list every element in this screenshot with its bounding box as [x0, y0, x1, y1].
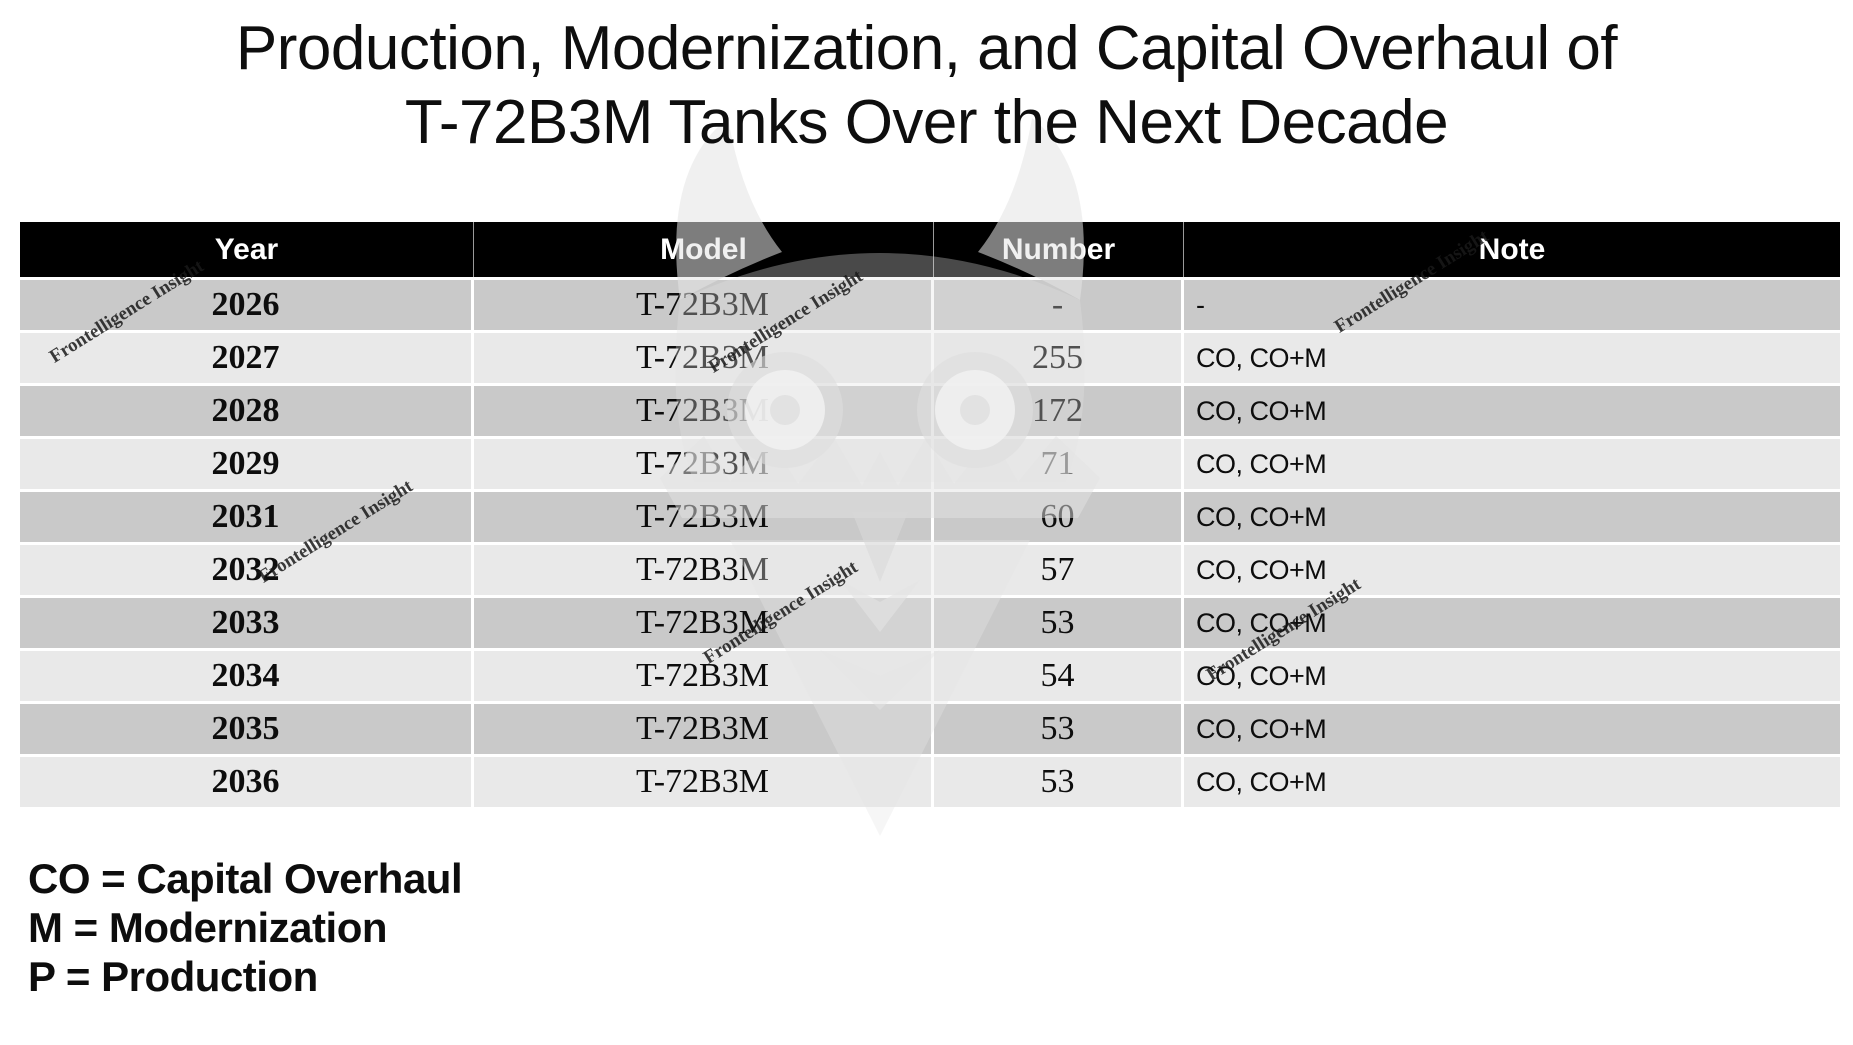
cell-number: 60 [934, 492, 1184, 542]
column-header-model: Model [474, 222, 934, 277]
table-row: 2027 T-72B3M 255 CO, CO+M [20, 333, 1840, 386]
cell-year: 2033 [20, 598, 474, 648]
cell-number: 172 [934, 386, 1184, 436]
cell-number: 255 [934, 333, 1184, 383]
cell-year: 2026 [20, 280, 474, 330]
cell-note: - [1196, 290, 1205, 320]
cell-model: T-72B3M [474, 386, 934, 436]
title-line-2: T-72B3M Tanks Over the Next Decade [404, 88, 1449, 157]
cell-number: 54 [934, 651, 1184, 701]
cell-model: T-72B3M [474, 492, 934, 542]
legend: CO = Capital Overhaul M = Modernization … [28, 854, 463, 1001]
cell-model: T-72B3M [474, 545, 934, 595]
table-row: 2033 T-72B3M 53 CO, CO+M [20, 598, 1840, 651]
cell-year: 2031 [20, 492, 474, 542]
cell-year: 2028 [20, 386, 474, 436]
cell-number: 53 [934, 757, 1184, 807]
cell-model: T-72B3M [474, 704, 934, 754]
table-body: 2026 T-72B3M - -2027 T-72B3M 255 CO, CO+M 2028 T… [20, 280, 1840, 810]
column-header-year: Year [20, 222, 474, 277]
table-header-row: Year Model Number Note [20, 222, 1840, 280]
cell-note: CO, CO+M [1196, 608, 1327, 638]
table-row: 2031 T-72B3M 60 CO, CO+M [20, 492, 1840, 545]
table-row: 2026 T-72B3M - - [20, 280, 1840, 333]
cell-note: CO, CO+M [1196, 449, 1327, 479]
table-row: 2034 T-72B3M 54 CO, CO+M [20, 651, 1840, 704]
column-header-number: Number [934, 222, 1184, 277]
table-row: 2035 T-72B3M 53 CO, CO+M [20, 704, 1840, 757]
cell-note: CO, CO+M [1196, 714, 1327, 744]
cell-model: T-72B3M [474, 280, 934, 330]
table-row: 2028 T-72B3M 172 CO, CO+M [20, 386, 1840, 439]
cell-number: 57 [934, 545, 1184, 595]
page-title: Production, Modernization, and Capital O… [0, 12, 1853, 160]
tank-schedule-table: Year Model Number Note 2026 T-72B3M - -2027… [20, 222, 1840, 810]
cell-note: CO, CO+M [1196, 396, 1327, 426]
cell-model: T-72B3M [474, 333, 934, 383]
table-row: 2032 T-72B3M 57 CO, CO+M [20, 545, 1840, 598]
table-row: 2029 T-72B3M 71 CO, CO+M [20, 439, 1840, 492]
cell-year: 2035 [20, 704, 474, 754]
cell-note: CO, CO+M [1196, 343, 1327, 373]
cell-number: - [934, 280, 1184, 330]
cell-number: 53 [934, 704, 1184, 754]
cell-model: T-72B3M [474, 439, 934, 489]
cell-note: CO, CO+M [1196, 661, 1327, 691]
cell-model: T-72B3M [474, 757, 934, 807]
table-row: 2036 T-72B3M 53 CO, CO+M [20, 757, 1840, 810]
cell-note: CO, CO+M [1196, 555, 1327, 585]
legend-item-m: M = Modernization [28, 904, 388, 951]
legend-item-co: CO = Capital Overhaul [28, 855, 463, 902]
legend-item-p: P = Production [28, 953, 318, 1000]
cell-year: 2029 [20, 439, 474, 489]
cell-number: 53 [934, 598, 1184, 648]
cell-model: T-72B3M [474, 598, 934, 648]
cell-note: CO, CO+M [1196, 767, 1327, 797]
cell-model: T-72B3M [474, 651, 934, 701]
cell-year: 2034 [20, 651, 474, 701]
cell-note: CO, CO+M [1196, 502, 1327, 532]
cell-number: 71 [934, 439, 1184, 489]
title-line-1: Production, Modernization, and Capital O… [235, 14, 1618, 83]
cell-year: 2027 [20, 333, 474, 383]
cell-year: 2036 [20, 757, 474, 807]
cell-year: 2032 [20, 545, 474, 595]
column-header-note: Note [1478, 233, 1546, 266]
